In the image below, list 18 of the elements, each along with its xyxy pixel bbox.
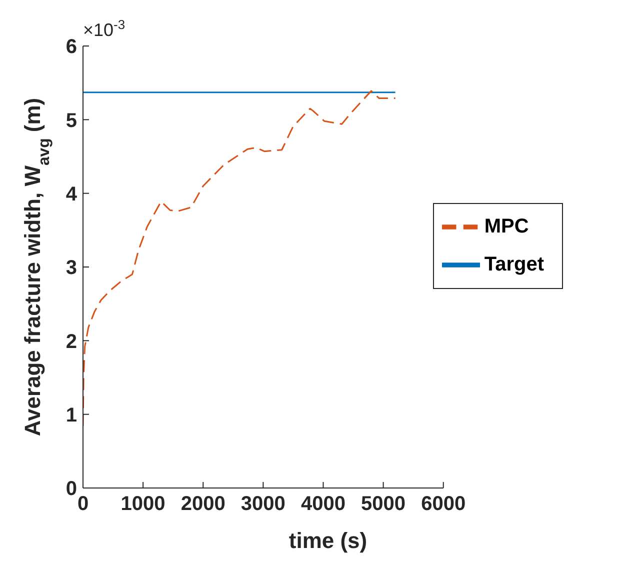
legend-label: Target xyxy=(484,253,544,276)
x-tick-label: 4000 xyxy=(300,493,346,516)
y-tick-label: 5 xyxy=(66,110,77,132)
y-tick-label: 4 xyxy=(66,183,78,206)
x-tick-label: 1000 xyxy=(120,493,166,516)
y-tick-label: 2 xyxy=(66,330,77,353)
y-tick-label: 3 xyxy=(66,257,77,280)
line-series xyxy=(83,90,396,427)
text: ×10$^{-3}$ xyxy=(83,16,126,40)
x-tick-label: 3000 xyxy=(240,493,286,516)
legend-label: MPC xyxy=(484,215,529,238)
x-tick-label: 6000 xyxy=(421,493,466,516)
y-tick-label: 0 xyxy=(66,478,77,500)
y-tick-label: 1 xyxy=(66,404,77,426)
x-axis-title: time (s) xyxy=(288,528,368,553)
x-tick-label: 5000 xyxy=(361,493,406,516)
x-tick-label: 2000 xyxy=(180,493,226,516)
y-tick-label: 6 xyxy=(66,36,77,58)
